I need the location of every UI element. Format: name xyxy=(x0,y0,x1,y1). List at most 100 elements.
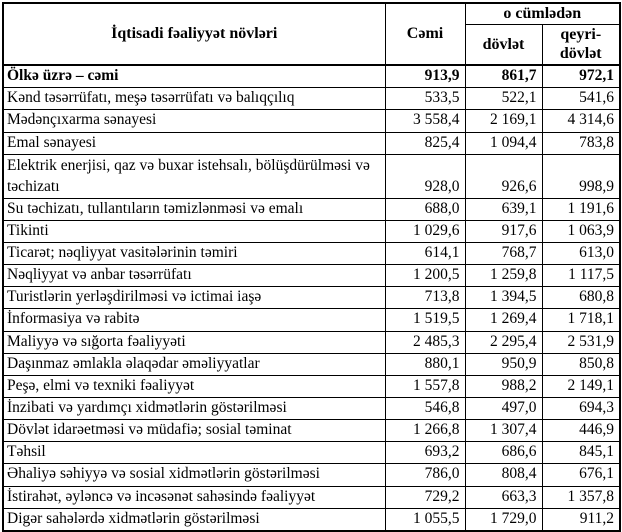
cell-state: 2 169,1 xyxy=(464,109,543,133)
cell-nonstate: 613,0 xyxy=(541,242,621,266)
cell-total: 825,4 xyxy=(384,131,466,155)
cell-state: 1 729,0 xyxy=(464,507,543,532)
cell-state: 950,9 xyxy=(464,352,543,376)
cell-total: 3 558,4 xyxy=(384,109,466,133)
cell-total: 880,1 xyxy=(384,352,466,376)
cell-total: 913,9 xyxy=(384,64,466,89)
cell-nonstate: 676,1 xyxy=(541,463,621,487)
cell-nonstate: 680,8 xyxy=(541,286,621,310)
table-row: İnformasiya və rabitə 1 519,5 1 269,4 1 718… xyxy=(2,308,621,332)
row-label: Mədənçıxarma sənayesi xyxy=(2,109,386,133)
row-label: Dövlət idarəetməsi və müdafiə; sosial tə… xyxy=(2,419,386,443)
table-row: Ticarət; nəqliyyat vasitələrinin təmiri 6… xyxy=(2,242,621,266)
row-label: İnzibati və yardımçı xidmətlərin göstəri… xyxy=(2,396,386,421)
cell-total: 1 519,5 xyxy=(384,308,466,332)
table-row: Mədənçıxarma sənayesi 3 558,4 2 169,1 4 314… xyxy=(2,109,621,133)
cell-total: 533,5 xyxy=(384,87,466,111)
cell-nonstate: 845,1 xyxy=(541,441,621,465)
cell-total: 1 557,8 xyxy=(384,374,466,399)
cell-total: 928,0 xyxy=(384,153,466,199)
table-row: Turistlərin yerləşdirilməsi və ictimai i… xyxy=(2,286,621,310)
cell-nonstate: 2 531,9 xyxy=(541,330,621,354)
cell-state: 917,6 xyxy=(464,219,543,244)
cell-nonstate: 1 718,1 xyxy=(541,308,621,332)
row-label: İstirahət, əyləncə və incəsənət sahəsind… xyxy=(2,485,386,509)
table-row: Su təchizatı, tullantıların təmizlənməsi… xyxy=(2,197,621,221)
cell-total: 2 485,3 xyxy=(384,330,466,354)
cell-nonstate: 911,2 xyxy=(541,507,621,532)
cell-total: 1 200,5 xyxy=(384,264,466,288)
cell-state: 861,7 xyxy=(464,64,543,89)
cell-state: 926,6 xyxy=(464,153,543,199)
row-label: Tikinti xyxy=(2,219,386,244)
row-label: Emal sənayesi xyxy=(2,131,386,155)
cell-nonstate: 1 357,8 xyxy=(541,485,621,509)
cell-state: 808,4 xyxy=(464,463,543,487)
row-label: Turistlərin yerləşdirilməsi və ictimai i… xyxy=(2,286,386,310)
cell-total: 1 029,6 xyxy=(384,219,466,244)
cell-nonstate: 4 314,6 xyxy=(541,109,621,133)
cell-total: 713,8 xyxy=(384,286,466,310)
cell-state: 988,2 xyxy=(464,374,543,399)
cell-state: 522,1 xyxy=(464,87,543,111)
cell-nonstate: 850,8 xyxy=(541,352,621,376)
cell-state: 1 259,8 xyxy=(464,264,543,288)
row-label: Nəqliyyat və anbar təsərrüfatı xyxy=(2,264,386,288)
cell-nonstate: 694,3 xyxy=(541,396,621,421)
header-row-top: İqtisadi fəaliyyət növləri Cəmi o cümləd… xyxy=(2,2,621,66)
cell-total: 786,0 xyxy=(384,463,466,487)
row-label: Maliyyə və sığorta fəaliyyəti xyxy=(2,330,386,354)
cell-state: 768,7 xyxy=(464,242,543,266)
row-label: Daşınmaz əmlakla əlaqədar əməliyyatlar xyxy=(2,352,386,376)
cell-total: 546,8 xyxy=(384,396,466,421)
cell-state: 497,0 xyxy=(464,396,543,421)
header-state: dövlət xyxy=(464,24,543,66)
table-row: Nəqliyyat və anbar təsərrüfatı 1 200,5 1 2… xyxy=(2,264,621,288)
cell-nonstate: 2 149,1 xyxy=(541,374,621,399)
cell-nonstate: 1 117,5 xyxy=(541,264,621,288)
cell-nonstate: 972,1 xyxy=(541,64,621,89)
row-label: Ticarət; nəqliyyat vasitələrinin təmiri xyxy=(2,242,386,266)
cell-total: 729,2 xyxy=(384,485,466,509)
row-label: Əhaliyə səhiyyə və sosial xidmətlərin gö… xyxy=(2,463,386,487)
row-label: Kənd təsərrüfatı, meşə təsərrüfatı və ba… xyxy=(2,87,386,111)
table-row: İstirahət, əyləncə və incəsənət sahəsind… xyxy=(2,485,621,509)
header-row-bottom: dövlət qeyri-dövlət xyxy=(3,24,621,66)
cell-total: 688,0 xyxy=(384,197,466,221)
cell-state: 1 394,5 xyxy=(464,286,543,310)
header-including: o cümlədən xyxy=(464,2,621,26)
row-label: Ölkə üzrə – cəmi xyxy=(2,64,386,89)
table-header: İqtisadi fəaliyyət növləri Cəmi o cümləd… xyxy=(2,2,621,66)
cell-nonstate: 1 191,6 xyxy=(541,197,621,221)
row-label: Təhsil xyxy=(2,441,386,465)
cell-nonstate: 446,9 xyxy=(541,419,621,443)
cell-nonstate: 998,9 xyxy=(541,153,621,199)
table-row: Kənd təsərrüfatı, meşə təsərrüfatı və ba… xyxy=(2,87,621,111)
cell-total: 614,1 xyxy=(384,242,466,266)
cell-state: 1 094,4 xyxy=(464,131,543,155)
cell-state: 686,6 xyxy=(464,441,543,465)
cell-state: 1 269,4 xyxy=(464,308,543,332)
header-total: Cəmi xyxy=(384,2,466,66)
cell-state: 1 307,4 xyxy=(464,419,543,443)
table-row: Elektrik enerjisi, qaz və buxar istehsal… xyxy=(2,153,621,199)
table-row: Daşınmaz əmlakla əlaqədar əməliyyatlar 88… xyxy=(2,352,621,376)
table-row: Təhsil 693,2 686,6 845,1 xyxy=(2,441,621,465)
table-row: Dövlət idarəetməsi və müdafiə; sosial tə… xyxy=(2,419,621,443)
header-nonstate: qeyri-dövlət xyxy=(541,24,621,66)
cell-state: 2 295,4 xyxy=(464,330,543,354)
table-body: Ölkə üzrə – cəmi 913,9 861,7 972,1 Kənd təsə… xyxy=(2,64,621,532)
table-row: Ölkə üzrə – cəmi 913,9 861,7 972,1 xyxy=(2,64,621,89)
cell-state: 663,3 xyxy=(464,485,543,509)
row-label: Elektrik enerjisi, qaz və buxar istehsal… xyxy=(2,153,386,199)
cell-state: 639,1 xyxy=(464,197,543,221)
row-label: Peşə, elmi və texniki fəaliyyət xyxy=(2,374,386,399)
table-row: Əhaliyə səhiyyə və sosial xidmətlərin gö… xyxy=(2,463,621,487)
table-row: Digər sahələrdə xidmətlərin göstərilməsi… xyxy=(2,507,621,532)
table-row: Maliyyə və sığorta fəaliyyəti 2 485,3 2 29… xyxy=(2,330,621,354)
row-label: Digər sahələrdə xidmətlərin göstərilməsi xyxy=(2,507,386,532)
table-row: Tikinti 1 029,6 917,6 1 063,9 xyxy=(2,219,621,244)
cell-nonstate: 541,6 xyxy=(541,87,621,111)
table-row: Peşə, elmi və texniki fəaliyyət 1 557,8 98… xyxy=(2,374,621,399)
